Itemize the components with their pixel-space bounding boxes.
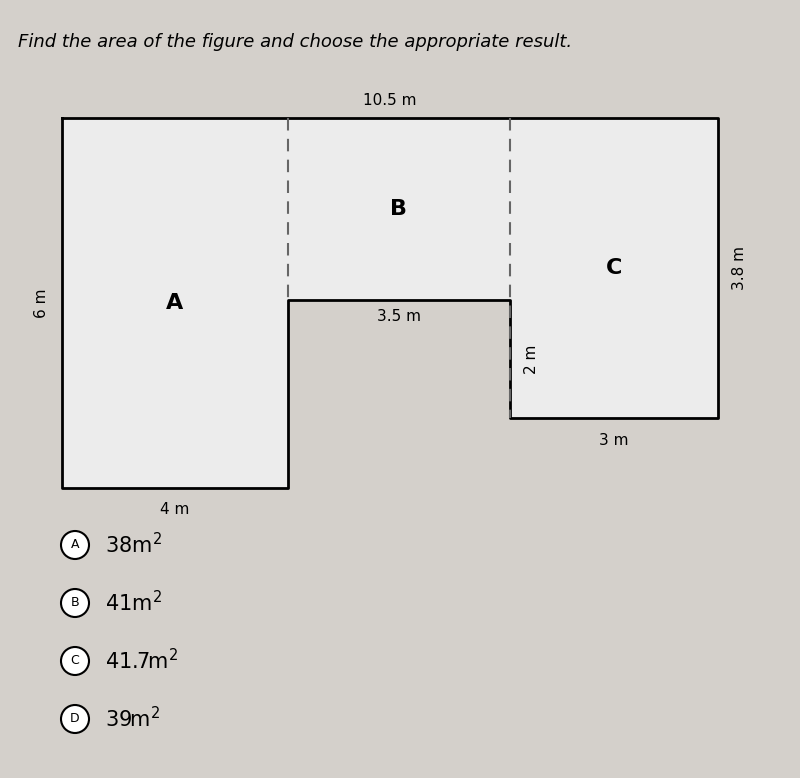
Text: 41.7m$^{2}$: 41.7m$^{2}$ xyxy=(105,648,178,674)
Circle shape xyxy=(61,647,89,675)
Circle shape xyxy=(61,705,89,733)
Text: 10.5 m: 10.5 m xyxy=(363,93,417,107)
Text: D: D xyxy=(70,713,80,726)
Text: A: A xyxy=(166,293,184,313)
Text: 6 m: 6 m xyxy=(34,289,50,317)
Text: 38m$^{2}$: 38m$^{2}$ xyxy=(105,532,162,558)
Text: 3.5 m: 3.5 m xyxy=(377,309,421,324)
Circle shape xyxy=(61,531,89,559)
Text: C: C xyxy=(70,654,79,668)
Text: B: B xyxy=(390,199,407,219)
Text: 4 m: 4 m xyxy=(160,503,190,517)
Text: B: B xyxy=(70,597,79,609)
Text: Find the area of the figure and choose the appropriate result.: Find the area of the figure and choose t… xyxy=(18,33,572,51)
Text: 39m$^{2}$: 39m$^{2}$ xyxy=(105,706,160,731)
Text: 2 m: 2 m xyxy=(525,345,539,373)
Text: 3 m: 3 m xyxy=(599,433,629,447)
Text: 3.8 m: 3.8 m xyxy=(733,246,747,290)
Text: 41m$^{2}$: 41m$^{2}$ xyxy=(105,591,162,615)
Polygon shape xyxy=(62,118,718,488)
Circle shape xyxy=(61,589,89,617)
Text: A: A xyxy=(70,538,79,552)
Text: C: C xyxy=(606,258,622,278)
